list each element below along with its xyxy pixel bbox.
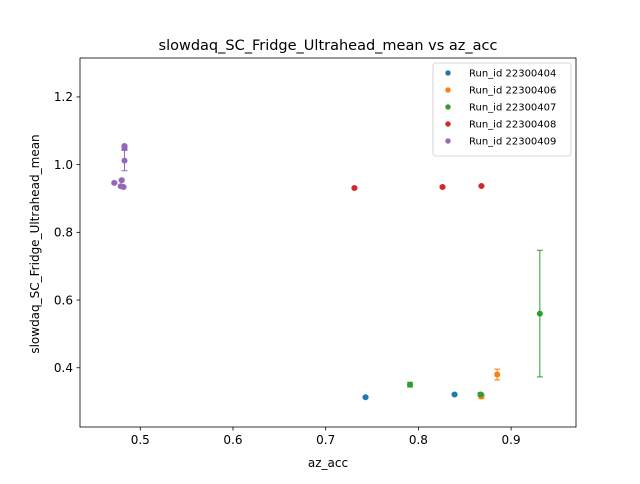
x-tick-label: 0.6: [223, 433, 242, 447]
plot-area-frame: [79, 57, 577, 428]
y-tick-label: 1.2: [54, 90, 73, 104]
data-point: [362, 394, 369, 401]
legend-marker: [445, 104, 451, 110]
data-points: [111, 143, 543, 401]
data-point: [118, 177, 125, 184]
data-point: [439, 183, 446, 190]
legend: Run_id 22300404 Run_id 22300406 Run_id 223…: [432, 62, 572, 157]
x-tick-label: 0.8: [409, 433, 428, 447]
legend-box: [432, 62, 572, 157]
x-tick-label: 0.5: [131, 433, 150, 447]
x-tick-label: 0.9: [502, 433, 521, 447]
data-point: [120, 183, 127, 190]
y-tick-label: 0.6: [54, 293, 73, 307]
x-axis-label: az_acc: [308, 456, 348, 470]
data-point: [494, 371, 501, 378]
legend-label: Run_id 22300409: [469, 137, 556, 148]
axis-ticks: 0.5 0.6 0.7 0.8 0.9 0.4 0.6 0.8 1.0 1.2: [54, 90, 521, 447]
data-point: [478, 182, 485, 189]
data-point: [451, 391, 458, 398]
x-tick-label: 0.7: [316, 433, 335, 447]
data-point: [121, 157, 128, 164]
legend-label: Run_id 22300404: [469, 69, 556, 80]
y-tick-label: 1.0: [54, 158, 73, 172]
data-point: [121, 143, 128, 150]
legend-marker: [445, 87, 451, 93]
data-point: [351, 184, 358, 191]
data-point: [477, 391, 484, 398]
legend-marker: [445, 121, 451, 127]
chart-title: slowdaq_SC_Fridge_Ultrahead_mean vs az_a…: [159, 38, 498, 54]
y-tick-label: 0.4: [54, 361, 73, 375]
legend-label: Run_id 22300407: [469, 103, 556, 114]
data-point: [111, 179, 118, 186]
legend-marker: [445, 138, 451, 144]
legend-marker: [445, 70, 451, 76]
y-tick-label: 0.8: [54, 226, 73, 240]
data-point: [536, 310, 543, 317]
data-point: [407, 381, 414, 388]
y-axis-label: slowdaq_SC_Fridge_Ultrahead_mean: [28, 134, 42, 353]
legend-label: Run_id 22300408: [469, 120, 556, 131]
legend-label: Run_id 22300406: [469, 86, 556, 97]
